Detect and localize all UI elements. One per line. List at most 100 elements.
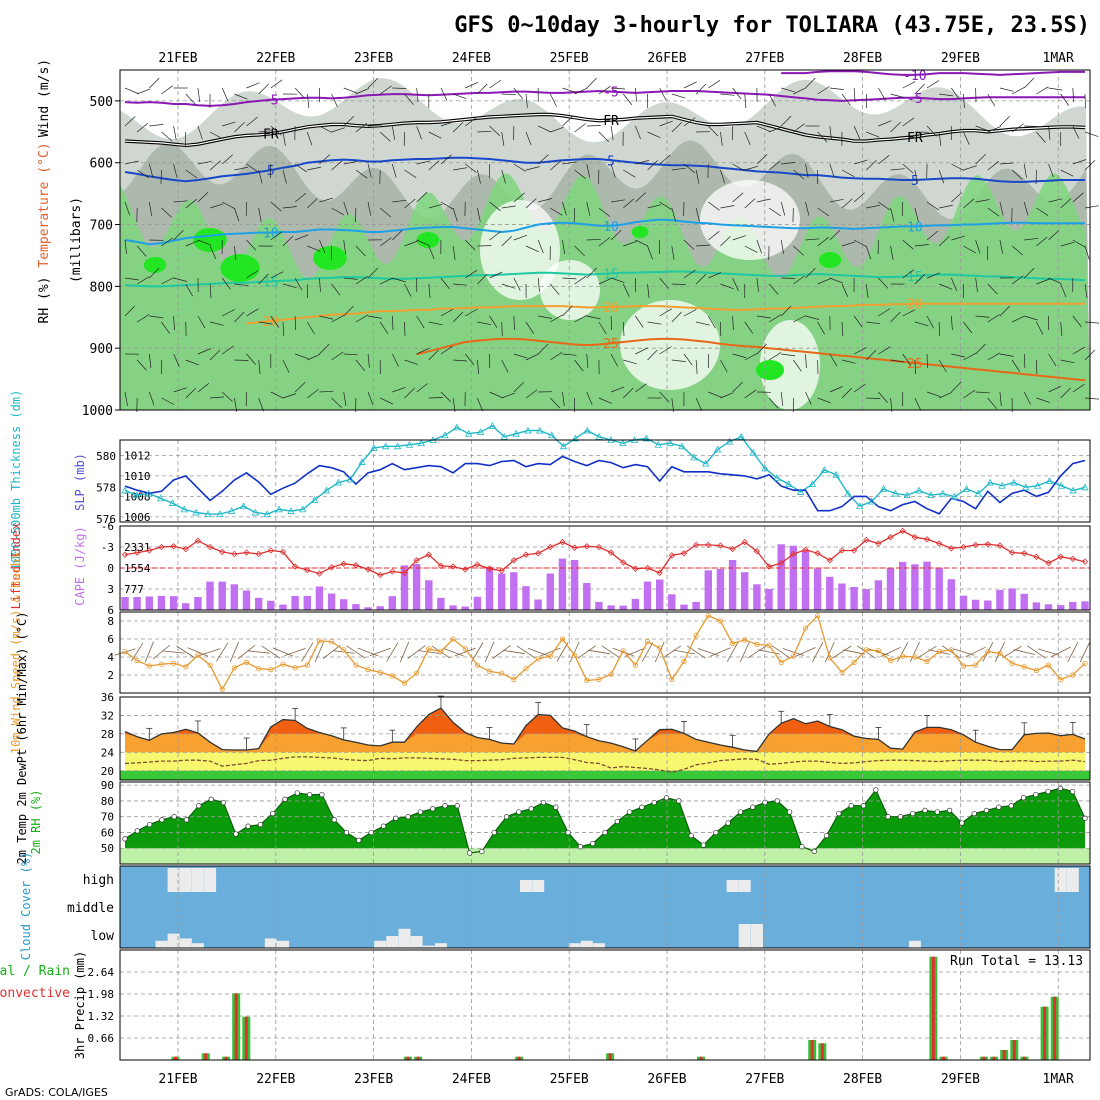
cape-bar [170,596,177,610]
cape-bar [255,598,262,610]
isotherm-label: 5 [607,154,615,169]
rh-point [603,830,608,835]
rh-tick-label: 70 [101,811,114,824]
cape-bar [717,569,724,610]
rh-point [492,830,497,835]
cloud-cover-cell [739,924,751,948]
upper-temp-label: Temperature (°C) [37,142,52,267]
rh-point [1034,792,1039,797]
cloud-cover-cell [204,868,216,892]
cape-bar [899,562,906,610]
cape-bar [838,584,845,611]
cloud-level-label: high [83,873,114,888]
rh-tick-label: 90 [101,779,114,792]
cape-bar [534,600,541,611]
rh-point [886,814,891,819]
rh-point [344,830,349,835]
top-date-label: 27FEB [745,51,784,66]
cloud-cover-cell [751,924,763,948]
upper-rh-label: RH (%) [37,277,52,324]
isotherm-label: 20 [263,315,279,330]
top-date-label: 21FEB [158,51,197,66]
rh-point [861,803,866,808]
top-date-label: 24FEB [452,51,491,66]
isotherm-label: -5 [263,94,279,109]
cloud-cover-cell [435,943,447,948]
rh-point [578,844,583,849]
rh-saturated-patch [819,252,841,268]
cape-bar [449,605,456,610]
rh-saturated-patch [313,246,347,270]
isotherm-label: FR [907,131,923,146]
cape-bar [826,577,833,610]
cape-bar [291,596,298,610]
precip-convective-bar [1053,997,1056,1060]
rh-point [1009,803,1014,808]
rh-point [627,810,632,815]
cape-bar [620,606,627,610]
cape-bar [182,603,189,610]
cape-bar [741,572,748,610]
slp-axis-label: SLP (mb) [73,453,87,511]
rh-point [677,799,682,804]
pressure-tick-label: 1000 [82,404,113,419]
cloud-cover-cell [1055,868,1067,892]
rh-point [554,805,559,810]
rh-point [197,803,202,808]
cloud-cover-cell [265,938,277,948]
upper-wind-barb [392,88,406,89]
wind-tick-label: 4 [107,651,114,664]
wind-tick-label: 2 [107,669,114,682]
rh-point [898,814,903,819]
cape-bar [522,586,529,610]
rh-point [221,800,226,805]
rh-point [332,818,337,823]
cloud-cover-cell [192,943,204,948]
chart-title: GFS 0~10day 3-hourly for TOLIARA (43.75E… [454,13,1090,38]
rh-point [418,810,423,815]
bottom-date-label: 1MAR [1043,1072,1074,1087]
upper-wind-barb [587,126,601,127]
rh-point [800,844,805,849]
cape-bar [267,601,274,610]
cape-bar [607,605,614,610]
bottom-date-label: 25FEB [550,1072,589,1087]
rh-point [701,843,706,848]
rh-tick-label: 50 [101,842,114,855]
rh-point [480,849,485,854]
cape-bar [1057,605,1064,610]
cape-bar [389,596,396,610]
rh-saturated-patch [632,226,649,238]
cape-bar [705,570,712,610]
cape-bar [462,607,469,611]
cape-bar [1008,588,1015,610]
bottom-date-label: 27FEB [745,1072,784,1087]
isotherm-label: -5 [603,86,619,101]
precip-convective-bar [235,993,238,1060]
precip-convective-bar [1013,1040,1016,1060]
cloud-cover-cell [593,943,605,948]
rh-point [664,796,669,801]
bottom-date-label: 28FEB [843,1072,882,1087]
cape-bar [316,587,323,611]
temp-tick-label: 36 [101,691,114,704]
cape-bar [680,605,687,610]
precip-tick-label: 1.32 [88,1010,115,1023]
cape-bar [875,580,882,610]
rh-point [258,822,263,827]
rh-point [824,833,829,838]
upper-wind-barb [234,360,248,361]
cape-bar [437,598,444,610]
cape-bar [814,569,821,610]
rh-saturated-patch [220,254,259,282]
cloud-background [120,866,1090,948]
rh-tick-label: 60 [101,826,114,839]
cape-bar [243,591,250,611]
rh-saturated-patch [756,360,784,380]
rh-point [270,811,275,816]
cloud-level-label: low [91,929,115,944]
rh-point [590,841,595,846]
cloud-cover-cell [581,941,593,948]
rh-point [381,824,386,829]
